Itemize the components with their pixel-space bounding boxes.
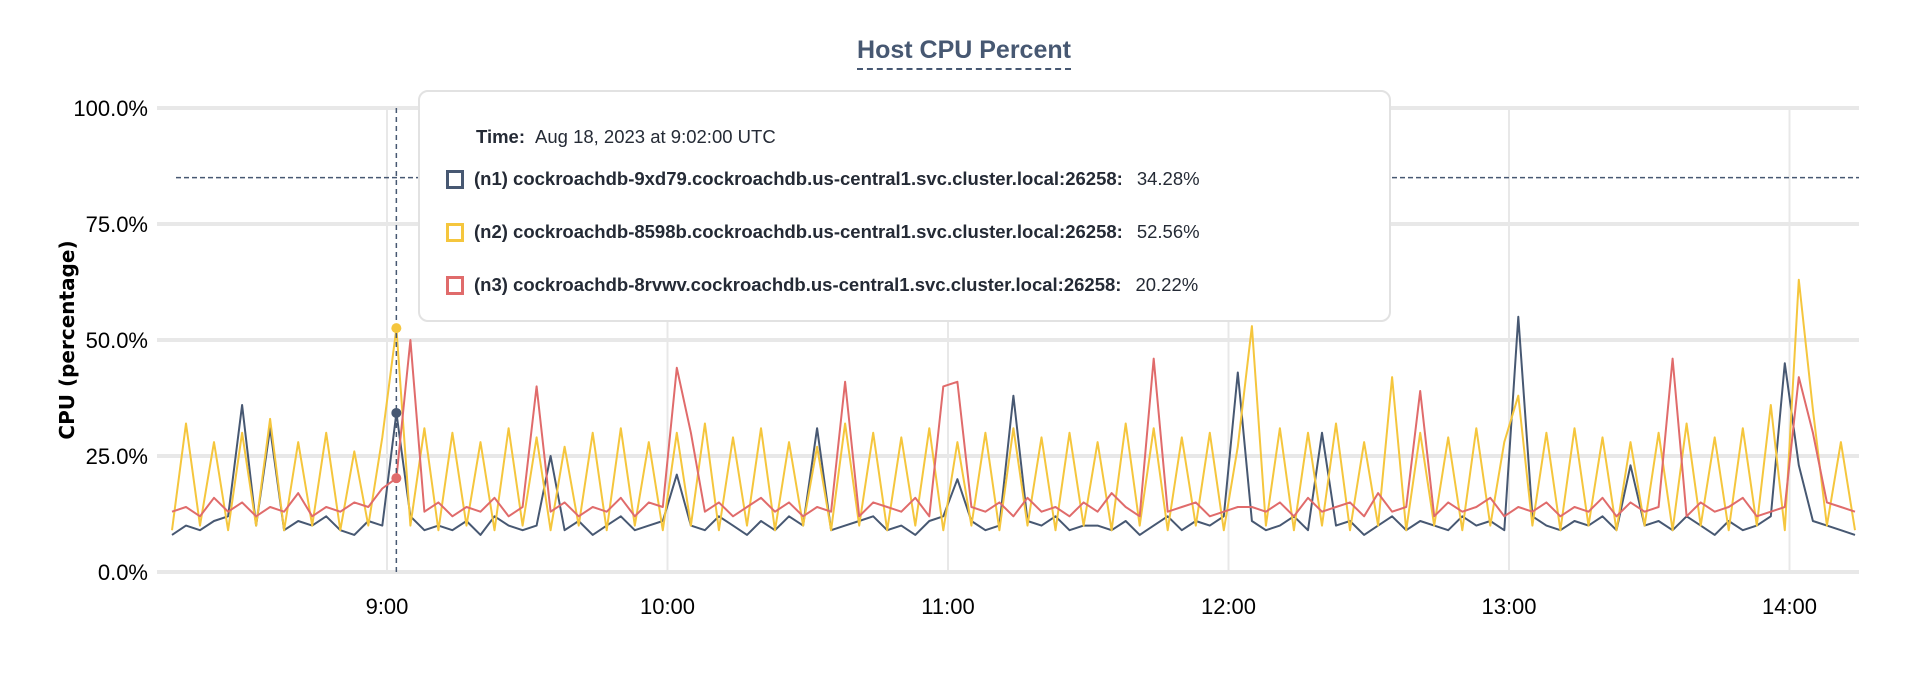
time-value: Aug 18, 2023 at 9:02:00 UTC bbox=[535, 126, 776, 147]
series-value: 52.56% bbox=[1136, 221, 1200, 242]
series-value: 20.22% bbox=[1135, 274, 1199, 295]
x-tick-label: 10:00 bbox=[640, 594, 695, 619]
x-tick-label: 9:00 bbox=[366, 594, 409, 619]
series-line-n1[interactable] bbox=[171, 315, 1856, 536]
legend-swatch-icon bbox=[446, 275, 464, 295]
legend-swatch-icon bbox=[446, 169, 464, 189]
tooltip-row-n2: (n2) cockroachdb-8598b.cockroachdb.us-ce… bbox=[446, 221, 1200, 243]
hover-points bbox=[391, 323, 402, 484]
tooltip: Time: Aug 18, 2023 at 9:02:00 UTC (n1) co… bbox=[418, 90, 1391, 322]
y-tick-label: 75.0% bbox=[86, 212, 148, 237]
y-tick-label: 50.0% bbox=[86, 328, 148, 353]
hover-point-n2 bbox=[391, 323, 402, 334]
series-value: 34.28% bbox=[1136, 168, 1200, 189]
legend-swatch-icon bbox=[446, 222, 464, 242]
y-tick-label: 25.0% bbox=[86, 444, 148, 469]
time-label: Time: bbox=[476, 126, 526, 147]
x-tick-label: 14:00 bbox=[1762, 594, 1817, 619]
chart-title-text[interactable]: Host CPU Percent bbox=[857, 36, 1071, 70]
hover-point-n3 bbox=[391, 473, 402, 484]
chart-title: Host CPU Percent bbox=[0, 36, 1928, 70]
x-tick-label: 12:00 bbox=[1201, 594, 1256, 619]
series-line-n2[interactable] bbox=[171, 278, 1856, 532]
x-tick-label: 11:00 bbox=[921, 594, 974, 619]
tooltip-row-n3: (n3) cockroachdb-8rvwv.cockroachdb.us-ce… bbox=[446, 274, 1198, 296]
series-lines[interactable] bbox=[171, 278, 1856, 536]
tooltip-time: Time: Aug 18, 2023 at 9:02:00 UTC bbox=[476, 126, 776, 148]
y-axis-label: CPU (percentage) bbox=[55, 240, 79, 439]
y-tick-label: 0.0% bbox=[98, 560, 148, 585]
tooltip-row-n1: (n1) cockroachdb-9xd79.cockroachdb.us-ce… bbox=[446, 168, 1200, 190]
series-label: (n3) cockroachdb-8rvwv.cockroachdb.us-ce… bbox=[474, 274, 1122, 295]
x-axis: 9:00 10:00 11:00 12:00 13:00 14:00 bbox=[366, 594, 1817, 619]
x-tick-label: 13:00 bbox=[1481, 594, 1536, 619]
hover-point-n1 bbox=[391, 407, 402, 418]
series-label: (n1) cockroachdb-9xd79.cockroachdb.us-ce… bbox=[474, 168, 1123, 189]
y-axis: 0.0% 25.0% 50.0% 75.0% 100.0% bbox=[73, 96, 148, 585]
series-label: (n2) cockroachdb-8598b.cockroachdb.us-ce… bbox=[474, 221, 1123, 242]
y-tick-label: 100.0% bbox=[73, 96, 148, 121]
series-line-n3[interactable] bbox=[171, 339, 1856, 518]
